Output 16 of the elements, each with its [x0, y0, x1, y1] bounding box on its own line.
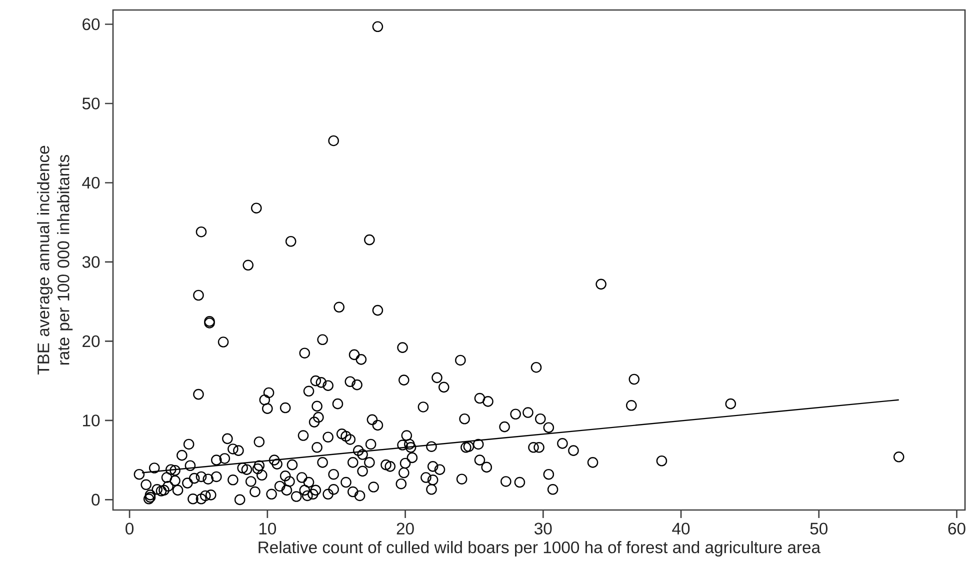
y-tick-label: 20	[82, 335, 100, 348]
x-tick-label: 40	[672, 522, 690, 535]
y-tick-label: 0	[92, 494, 100, 506]
y-tick-label: 50	[82, 98, 100, 110]
y-tick-label: 30	[82, 256, 100, 268]
x-tick-label: 10	[259, 522, 276, 535]
x-tick-label: 20	[396, 522, 414, 535]
x-tick-label: 0	[126, 522, 134, 535]
x-tick-label: 50	[810, 522, 828, 535]
y-tick-label: 10	[83, 414, 100, 426]
y-axis-title: TBE average annual incidence rate per 100 000 inhabitants	[37, 146, 73, 375]
x-tick-label: 30	[534, 522, 552, 535]
y-tick-label: 40	[82, 176, 100, 189]
y-tick-label: 60	[82, 18, 100, 30]
x-axis-title: Relative count of culled wild boars per 1000 ha of forest and agriculture area	[258, 540, 821, 557]
x-tick-label: 60	[948, 522, 966, 535]
